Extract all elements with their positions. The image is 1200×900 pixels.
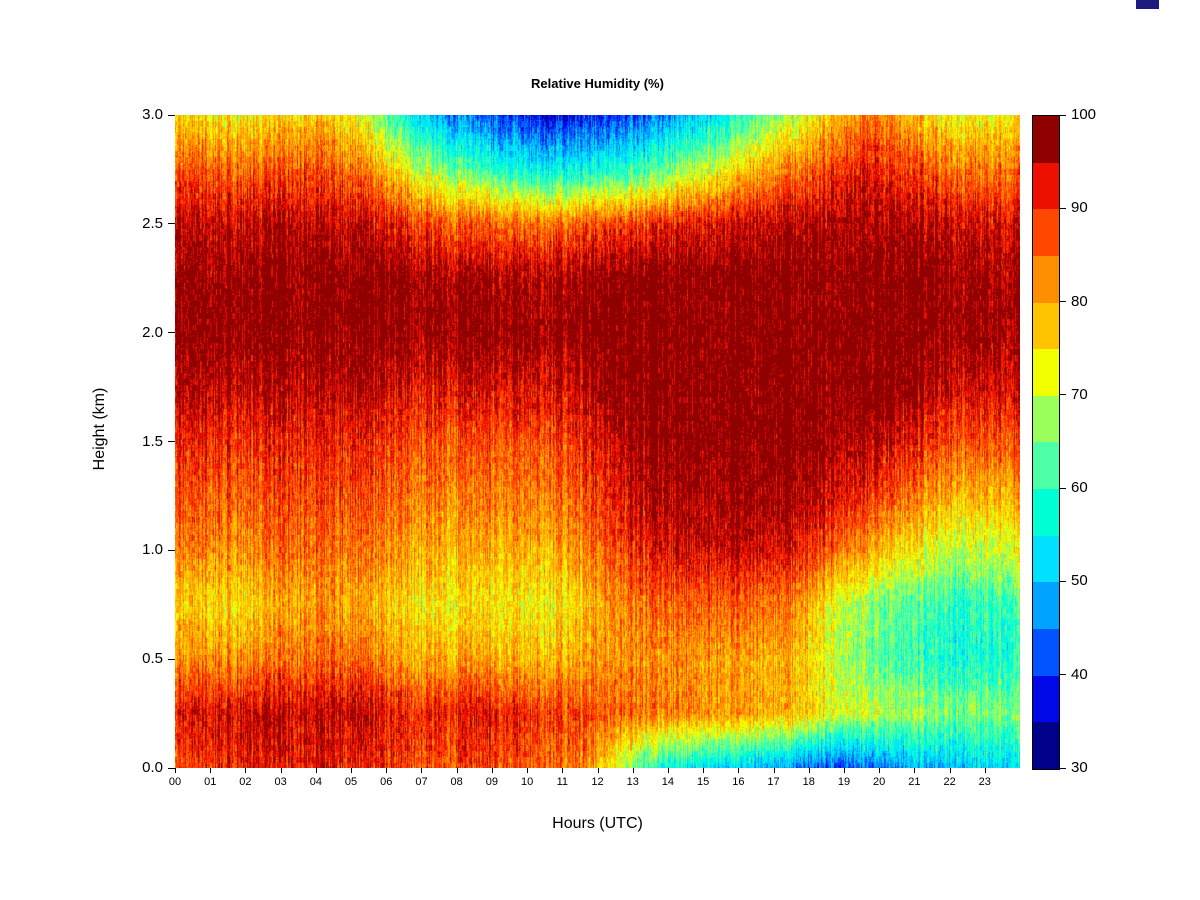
x-tick-label: 12 <box>591 776 604 788</box>
colorbar-segment <box>1033 395 1059 443</box>
colorbar-segment <box>1033 162 1059 210</box>
x-tick-label: 14 <box>661 776 675 788</box>
colorbar-tick-mark <box>1060 301 1066 303</box>
x-tick-label: 00 <box>168 776 182 788</box>
y-tick-label: 2.0 <box>142 323 163 341</box>
colorbar-tick-mark <box>1060 487 1066 489</box>
x-tick-mark <box>562 768 564 773</box>
x-tick-mark <box>879 768 881 773</box>
x-tick-mark <box>351 768 353 773</box>
x-tick-label: 07 <box>415 776 428 788</box>
x-tick-label: 19 <box>837 776 851 788</box>
x-tick-mark <box>597 768 599 773</box>
x-tick-mark <box>667 768 669 773</box>
x-tick-mark <box>315 768 317 773</box>
x-tick-label: 22 <box>943 776 956 788</box>
colorbar-tick-mark <box>1060 767 1066 769</box>
x-tick-label: 01 <box>204 776 217 788</box>
x-axis-label: Hours (UTC) <box>552 815 643 832</box>
x-tick-label: 21 <box>908 776 921 788</box>
colorbar-segment <box>1033 442 1059 490</box>
colorbar-segment <box>1033 302 1059 350</box>
colorbar-segment <box>1033 116 1059 163</box>
x-tick-mark <box>491 768 493 773</box>
colorbar-tick-label: 70 <box>1071 385 1088 403</box>
colorbar-segment <box>1033 535 1059 583</box>
colorbar-segment <box>1033 489 1059 536</box>
x-tick-mark <box>210 768 212 773</box>
y-tick-mark <box>168 332 175 334</box>
x-tick-label: 15 <box>697 776 710 788</box>
x-tick-mark <box>632 768 634 773</box>
colorbar-tick-mark <box>1060 394 1066 396</box>
colorbar <box>1032 115 1060 770</box>
colorbar-tick-label: 80 <box>1071 292 1088 310</box>
y-tick-mark <box>168 223 175 225</box>
x-tick-mark <box>703 768 705 773</box>
x-tick-mark <box>738 768 740 773</box>
colorbar-segment <box>1033 675 1059 723</box>
top-right-artifact <box>1136 0 1159 9</box>
colorbar-tick-label: 100 <box>1071 106 1097 123</box>
x-tick-label: 11 <box>556 776 568 788</box>
y-tick-mark <box>168 114 175 116</box>
y-tick-label: 3.0 <box>142 106 163 123</box>
colorbar-tick-mark <box>1060 207 1066 209</box>
y-tick-mark <box>168 549 175 551</box>
x-tick-mark <box>949 768 951 773</box>
x-tick-label: 08 <box>450 776 463 788</box>
x-tick-label: 05 <box>344 776 358 788</box>
y-tick-label: 0.5 <box>142 650 163 668</box>
colorbar-tick-label: 40 <box>1071 665 1088 683</box>
y-tick-mark <box>168 767 175 769</box>
colorbar-tick-label: 60 <box>1071 479 1088 497</box>
y-axis-label: Height (km) <box>91 387 108 471</box>
y-tick-mark <box>168 441 175 442</box>
x-tick-mark <box>386 768 388 773</box>
colorbar-segment <box>1033 349 1059 396</box>
x-tick-label: 03 <box>274 776 287 788</box>
colorbar-tick-mark <box>1060 674 1066 676</box>
x-tick-mark <box>914 768 916 773</box>
colorbar-segment <box>1033 255 1059 303</box>
x-tick-mark <box>175 768 176 773</box>
x-tick-label: 09 <box>485 776 498 788</box>
y-tick-label: 0.0 <box>142 759 163 776</box>
colorbar-segment <box>1033 582 1059 630</box>
y-tick-mark <box>168 658 175 660</box>
colorbar-tick-label: 50 <box>1071 572 1088 590</box>
x-tick-label: 13 <box>626 776 639 788</box>
y-tick-label: 1.5 <box>142 432 163 450</box>
x-tick-label: 18 <box>802 776 815 788</box>
x-tick-mark <box>773 768 775 773</box>
x-tick-mark <box>456 768 458 773</box>
x-tick-mark <box>280 768 282 773</box>
x-tick-label: 10 <box>520 776 534 788</box>
y-tick-label: 2.5 <box>142 214 163 232</box>
x-tick-label: 23 <box>978 776 991 788</box>
x-tick-label: 02 <box>239 776 252 788</box>
x-tick-mark <box>421 768 423 773</box>
colorbar-tick-label: 90 <box>1071 199 1088 217</box>
y-tick-label: 1.0 <box>142 541 163 559</box>
chart-title: Relative Humidity (%) <box>531 76 664 91</box>
colorbar-tick-label: 30 <box>1071 759 1088 776</box>
x-tick-mark <box>984 768 986 773</box>
colorbar-tick-mark <box>1060 114 1066 116</box>
colorbar-segment <box>1033 722 1059 769</box>
colorbar-tick-mark <box>1060 580 1066 582</box>
x-tick-label: 06 <box>380 776 393 788</box>
x-tick-mark <box>245 768 247 773</box>
x-tick-label: 16 <box>732 776 745 788</box>
x-tick-label: 17 <box>767 776 780 788</box>
x-tick-mark <box>843 768 845 773</box>
colorbar-segment <box>1033 629 1059 676</box>
x-tick-mark <box>527 768 529 773</box>
x-tick-mark <box>808 768 810 773</box>
heatmap-canvas <box>175 115 1020 768</box>
colorbar-segment <box>1033 209 1059 256</box>
x-tick-label: 20 <box>873 776 886 788</box>
x-tick-label: 04 <box>309 776 322 788</box>
